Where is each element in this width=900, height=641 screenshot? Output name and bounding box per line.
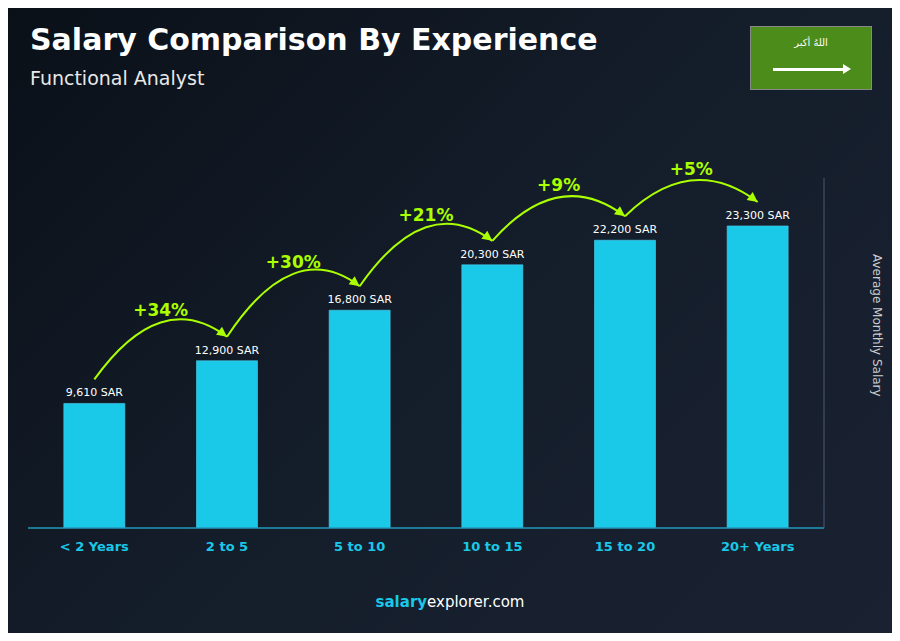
svg-text:20,300 SAR: 20,300 SAR <box>460 248 525 261</box>
html-text:اللهُ أكبر: اللهُ أكبر <box>794 37 828 48</box>
svg-text:+30%: +30% <box>266 252 321 272</box>
svg-text:16,800 SAR: 16,800 SAR <box>327 293 392 306</box>
svg-text:9,610 SAR: 9,610 SAR <box>66 386 124 399</box>
svg-text:20+ Years: 20+ Years <box>721 539 795 554</box>
svg-text:+9%: +9% <box>537 175 580 195</box>
svg-text:2 to 5: 2 to 5 <box>206 539 248 554</box>
svg-text:15 to 20: 15 to 20 <box>595 539 655 554</box>
svg-text:+34%: +34% <box>133 300 188 320</box>
html-text:Functional Analyst: Functional Analyst <box>30 67 205 89</box>
html-text:salary explorer.com: salary explorer.com <box>375 593 525 611</box>
svg-text:+21%: +21% <box>399 205 454 225</box>
svg-text:12,900 SAR: 12,900 SAR <box>195 344 260 357</box>
html-text:Salary Comparison By Experienc: Salary Comparison By Experience <box>30 22 598 57</box>
svg-text:22,200 SAR: 22,200 SAR <box>593 223 658 236</box>
svg-text:5 to 10: 5 to 10 <box>334 539 385 554</box>
html-text:Average Monthly Salary: Average Monthly Salary <box>870 254 884 397</box>
svg-text:23,300 SAR: 23,300 SAR <box>725 209 790 222</box>
svg-text:10 to 15: 10 to 15 <box>462 539 522 554</box>
svg-text:< 2 Years: < 2 Years <box>60 539 129 554</box>
svg-text:+5%: +5% <box>670 159 713 179</box>
